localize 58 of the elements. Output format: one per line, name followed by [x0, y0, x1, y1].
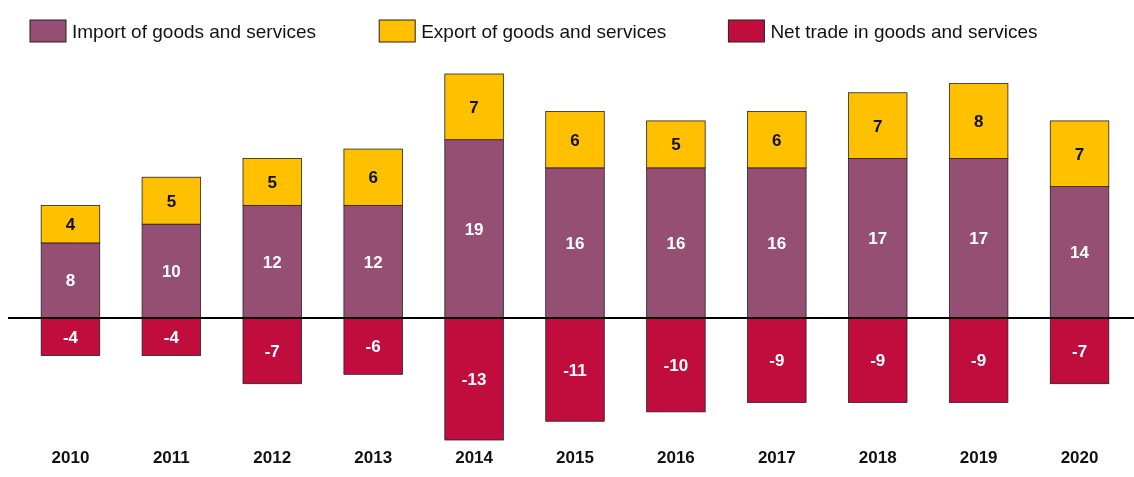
data-label: 16 — [767, 233, 787, 253]
legend-label: Export of goods and services — [421, 21, 667, 42]
x-tick-label: 2013 — [354, 448, 393, 467]
data-label: 8 — [973, 111, 984, 131]
data-label: 6 — [772, 130, 782, 150]
data-label: 5 — [267, 172, 278, 192]
x-tick-label: 2018 — [858, 448, 897, 467]
data-label: 14 — [1070, 243, 1090, 263]
data-label: 5 — [671, 135, 681, 155]
data-label: -10 — [663, 355, 689, 375]
data-label: 7 — [872, 116, 883, 136]
data-label: -6 — [365, 337, 381, 357]
data-label: 4 — [65, 215, 76, 235]
data-label: -13 — [461, 370, 487, 389]
bar — [40, 317, 101, 356]
data-label: 12 — [262, 252, 282, 272]
data-label: 16 — [565, 233, 585, 253]
bar — [747, 317, 807, 403]
data-label: 19 — [464, 219, 484, 239]
bar — [1049, 317, 1110, 385]
data-label: 17 — [868, 229, 888, 249]
bar — [646, 317, 706, 413]
x-tick-label: 2011 — [152, 448, 190, 467]
bar — [242, 317, 302, 385]
data-label: 17 — [969, 229, 989, 249]
data-label: -9 — [769, 351, 785, 371]
data-label: 7 — [1074, 144, 1085, 164]
x-tick-label: 2012 — [253, 448, 292, 467]
legend-label: Import of goods and services — [72, 21, 316, 42]
x-tick-label: 2016 — [657, 448, 695, 467]
x-tick-label: 2017 — [757, 448, 796, 467]
data-label: 10 — [161, 262, 181, 282]
data-label: -4 — [163, 327, 180, 347]
x-tick-label: 2020 — [1060, 448, 1099, 467]
data-label: 7 — [469, 97, 479, 117]
data-label: 16 — [666, 233, 686, 253]
bar — [343, 317, 403, 375]
bar — [141, 317, 202, 356]
data-label: 8 — [65, 271, 76, 291]
bar — [848, 317, 908, 403]
data-label: 6 — [368, 168, 378, 188]
bar — [948, 317, 1009, 403]
legend-label: Net trade in goods and services — [770, 21, 1038, 42]
x-tick-label: 2015 — [556, 448, 594, 467]
data-label: 5 — [166, 191, 177, 211]
data-label: 6 — [570, 130, 580, 150]
x-tick-label: 2010 — [51, 448, 90, 467]
bar — [545, 317, 605, 422]
data-label: -7 — [1071, 341, 1088, 361]
data-label: -11 — [563, 360, 587, 380]
bar — [444, 317, 504, 441]
x-tick-label: 2014 — [455, 448, 494, 467]
data-label: -9 — [971, 351, 987, 371]
x-tick-label: 2019 — [959, 448, 998, 467]
data-label: -4 — [62, 327, 79, 347]
data-label: 12 — [363, 252, 383, 272]
data-label: -9 — [870, 351, 886, 371]
data-label: -7 — [264, 341, 280, 361]
